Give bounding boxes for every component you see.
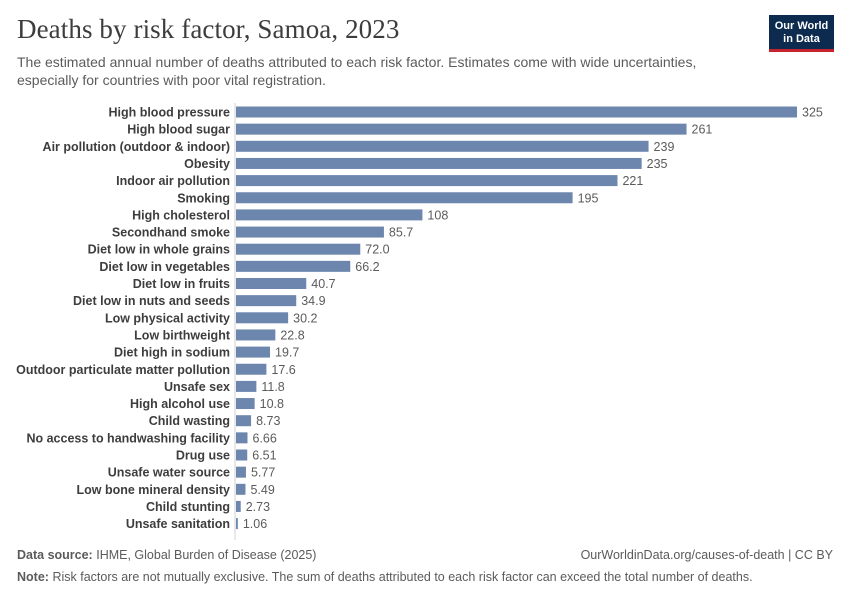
category-label: Diet high in sodium <box>114 346 230 360</box>
category-label: Child stunting <box>146 500 230 514</box>
value-label: 72.0 <box>365 243 389 257</box>
bar[interactable] <box>236 398 255 410</box>
value-label: 66.2 <box>355 260 379 274</box>
value-label: 30.2 <box>293 311 317 325</box>
category-label: Smoking <box>177 191 230 205</box>
category-label: Child wasting <box>149 414 230 428</box>
value-label: 239 <box>654 140 675 154</box>
bar[interactable] <box>236 346 271 358</box>
value-label: 40.7 <box>311 277 335 291</box>
logo-line-1: Our World <box>774 20 829 32</box>
category-label: High blood sugar <box>127 123 230 137</box>
bar-chart: High blood pressure 325 High blood sugar 26… <box>16 103 823 540</box>
bar[interactable] <box>236 432 248 444</box>
category-label: Low birthweight <box>134 328 231 342</box>
value-label: 2.73 <box>246 500 270 514</box>
value-label: 17.6 <box>271 363 295 377</box>
category-label: High cholesterol <box>132 208 230 222</box>
category-label: Unsafe sex <box>164 380 230 394</box>
bar[interactable] <box>236 192 573 204</box>
data-source-label: Data source: <box>17 548 93 562</box>
note-label: Note: <box>17 570 49 584</box>
category-label: Low bone mineral density <box>77 483 231 497</box>
value-label: 6.66 <box>252 431 276 445</box>
bar[interactable] <box>236 123 687 135</box>
data-source-text[interactable]: IHME, Global Burden of Disease (2025) <box>96 548 317 562</box>
category-label: Diet low in vegetables <box>99 260 230 274</box>
category-label: Secondhand smoke <box>112 226 230 240</box>
category-label: Drug use <box>176 449 230 463</box>
value-label: 5.49 <box>250 483 274 497</box>
bar[interactable] <box>236 243 361 255</box>
note-text: Risk factors are not mutually exclusive.… <box>52 570 753 584</box>
category-label: High blood pressure <box>108 106 230 120</box>
chart-subtitle: The estimated annual number of deaths at… <box>17 54 697 88</box>
source-url[interactable]: OurWorldinData.org/causes-of-death | CC … <box>580 548 833 562</box>
bar[interactable] <box>236 518 238 530</box>
value-label: 195 <box>578 191 599 205</box>
category-label: Diet low in whole grains <box>88 243 230 257</box>
bar[interactable] <box>236 157 642 169</box>
value-label: 108 <box>427 208 448 222</box>
value-label: 11.8 <box>261 380 284 394</box>
value-label: 325 <box>802 106 823 120</box>
category-label: Diet low in nuts and seeds <box>73 294 230 308</box>
bar[interactable] <box>236 312 289 324</box>
category-label: Air pollution (outdoor & indoor) <box>43 140 230 154</box>
chart-note: Note: Risk factors are not mutually excl… <box>17 570 753 584</box>
value-label: 8.73 <box>256 414 280 428</box>
bar[interactable] <box>236 449 248 461</box>
bar[interactable] <box>236 415 252 427</box>
category-label: High alcohol use <box>130 397 230 411</box>
category-label: Unsafe water source <box>108 466 230 480</box>
value-label: 22.8 <box>280 328 304 342</box>
bar[interactable] <box>236 209 423 221</box>
bar[interactable] <box>236 278 307 289</box>
chart-title: Deaths by risk factor, Samoa, 2023 <box>17 14 400 44</box>
value-label: 1.06 <box>243 517 267 531</box>
bar[interactable] <box>236 140 649 152</box>
value-label: 10.8 <box>260 397 284 411</box>
bar[interactable] <box>236 106 797 118</box>
value-label: 34.9 <box>301 294 325 308</box>
value-label: 235 <box>647 157 668 171</box>
category-label: Indoor air pollution <box>116 174 230 188</box>
bar[interactable] <box>236 500 241 512</box>
value-label: 19.7 <box>275 346 299 360</box>
category-label: Obesity <box>184 157 230 171</box>
bar[interactable] <box>236 295 297 307</box>
data-source: Data source: IHME, Global Burden of Dise… <box>17 548 316 562</box>
category-label: No access to handwashing facility <box>26 431 230 445</box>
category-label: Outdoor particulate matter pollution <box>16 363 230 377</box>
owid-logo[interactable]: Our World in Data <box>769 15 834 52</box>
bar[interactable] <box>236 226 384 238</box>
bar[interactable] <box>236 260 351 272</box>
bar[interactable] <box>236 363 267 375</box>
value-label: 261 <box>692 123 713 137</box>
bar[interactable] <box>236 329 276 341</box>
bar[interactable] <box>236 175 618 187</box>
category-label: Unsafe sanitation <box>126 517 230 531</box>
category-label: Low physical activity <box>105 311 230 325</box>
value-label: 6.51 <box>252 449 276 463</box>
value-label: 85.7 <box>389 226 413 240</box>
bar[interactable] <box>236 380 257 392</box>
category-label: Diet low in fruits <box>133 277 230 291</box>
logo-line-2: in Data <box>783 33 820 45</box>
bar[interactable] <box>236 466 246 478</box>
value-label: 5.77 <box>251 466 275 480</box>
bar[interactable] <box>236 483 246 495</box>
value-label: 221 <box>622 174 643 188</box>
